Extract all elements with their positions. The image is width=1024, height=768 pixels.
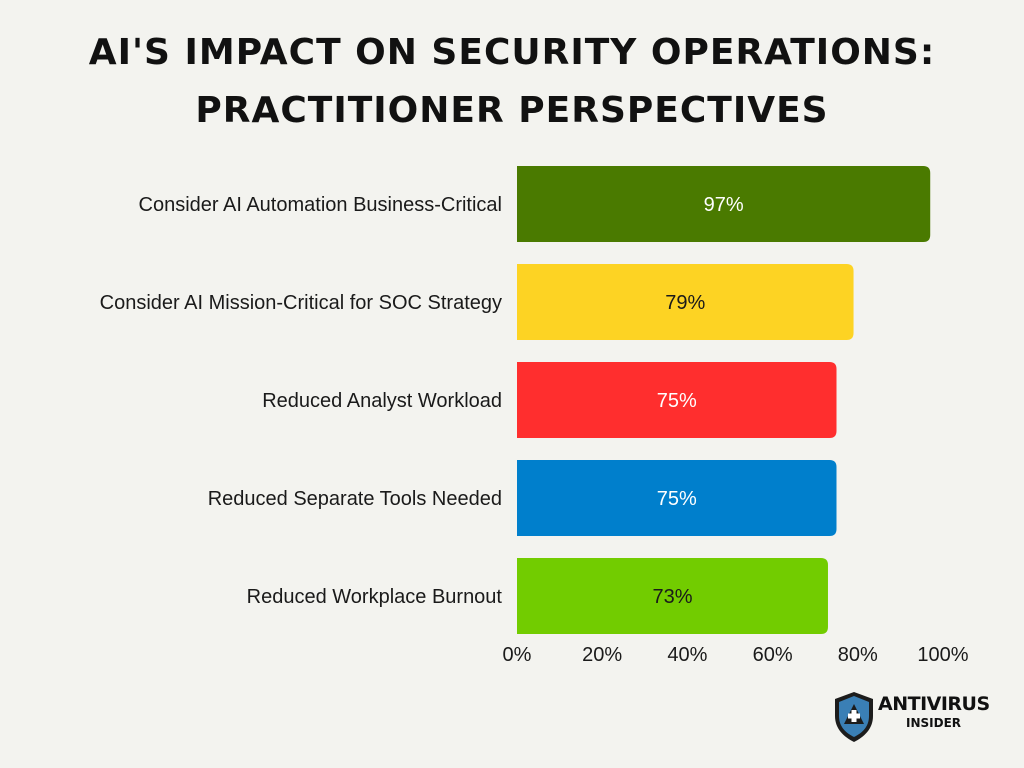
x-tick-label: 20% [582, 644, 622, 666]
logo-subtitle: INSIDER [906, 716, 962, 730]
x-tick-label: 80% [838, 644, 878, 666]
logo-name: ANTIVIRUS [878, 693, 990, 715]
x-tick-label: 60% [753, 644, 793, 666]
category-label: Reduced Analyst Workload [262, 390, 502, 412]
category-label: Consider AI Mission-Critical for SOC Str… [100, 292, 502, 314]
x-tick-label: 100% [917, 644, 968, 666]
shield-icon [835, 692, 873, 742]
value-label: 75% [657, 390, 697, 412]
category-label: Reduced Workplace Burnout [247, 586, 503, 608]
bar-1 [517, 264, 854, 340]
x-tick-label: 0% [503, 644, 532, 666]
chart-title-line-2: PRACTITIONER PERSPECTIVES [195, 90, 829, 131]
bar-3 [517, 460, 837, 536]
category-label: Consider AI Automation Business-Critical [139, 194, 503, 216]
chart-title: AI'S IMPACT ON SECURITY OPERATIONS: PRAC… [0, 24, 1024, 140]
bar-0 [517, 166, 931, 242]
value-label: 79% [665, 292, 705, 314]
category-label: Reduced Separate Tools Needed [208, 488, 502, 510]
bar-4 [517, 558, 828, 634]
value-label: 75% [657, 488, 697, 510]
value-label: 97% [704, 194, 744, 216]
chart-title-line-1: AI'S IMPACT ON SECURITY OPERATIONS: [88, 32, 936, 73]
antivirus-insider-logo: ANTIVIRUS INSIDER [832, 690, 992, 744]
bar-2 [517, 362, 837, 438]
x-tick-label: 40% [667, 644, 707, 666]
value-label: 73% [652, 586, 692, 608]
